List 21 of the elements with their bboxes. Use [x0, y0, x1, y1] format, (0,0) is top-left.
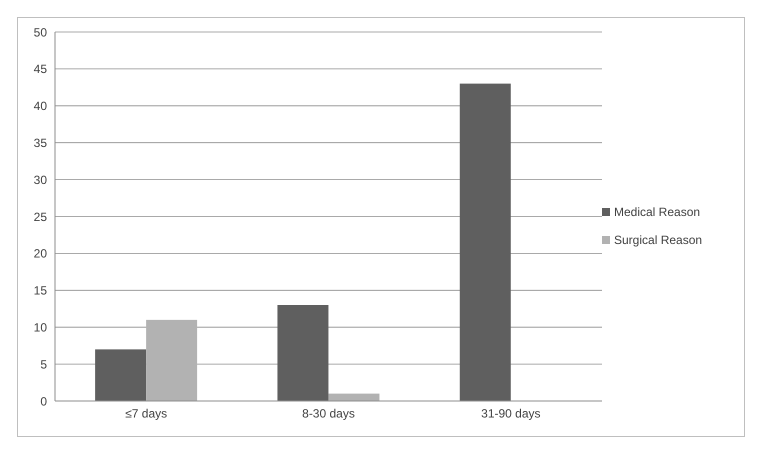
x-tick-label: ≤7 days	[125, 406, 168, 421]
y-tick-label: 5	[40, 357, 48, 372]
y-tick-label: 50	[34, 25, 48, 40]
bar	[146, 320, 198, 401]
y-tick-label: 30	[34, 172, 48, 187]
y-tick-label: 15	[34, 284, 48, 298]
y-tick-label: 20	[34, 246, 48, 261]
y-tick-label: 45	[34, 62, 48, 76]
y-tick-label: 40	[34, 99, 48, 114]
y-tick-label: 0	[40, 394, 48, 408]
x-tick-label: 31-90 days	[481, 406, 541, 421]
legend-label: Medical Reason	[614, 204, 700, 218]
y-tick-label: 35	[34, 136, 48, 150]
bar	[460, 84, 511, 401]
y-tick-label: 25	[34, 210, 48, 224]
bar	[95, 349, 146, 401]
y-tick-label: 10	[34, 320, 48, 334]
legend-label: Surgical Reason	[614, 232, 702, 246]
x-tick-label: 8-30 days	[302, 406, 355, 421]
bar	[277, 305, 328, 401]
bar	[328, 394, 380, 401]
